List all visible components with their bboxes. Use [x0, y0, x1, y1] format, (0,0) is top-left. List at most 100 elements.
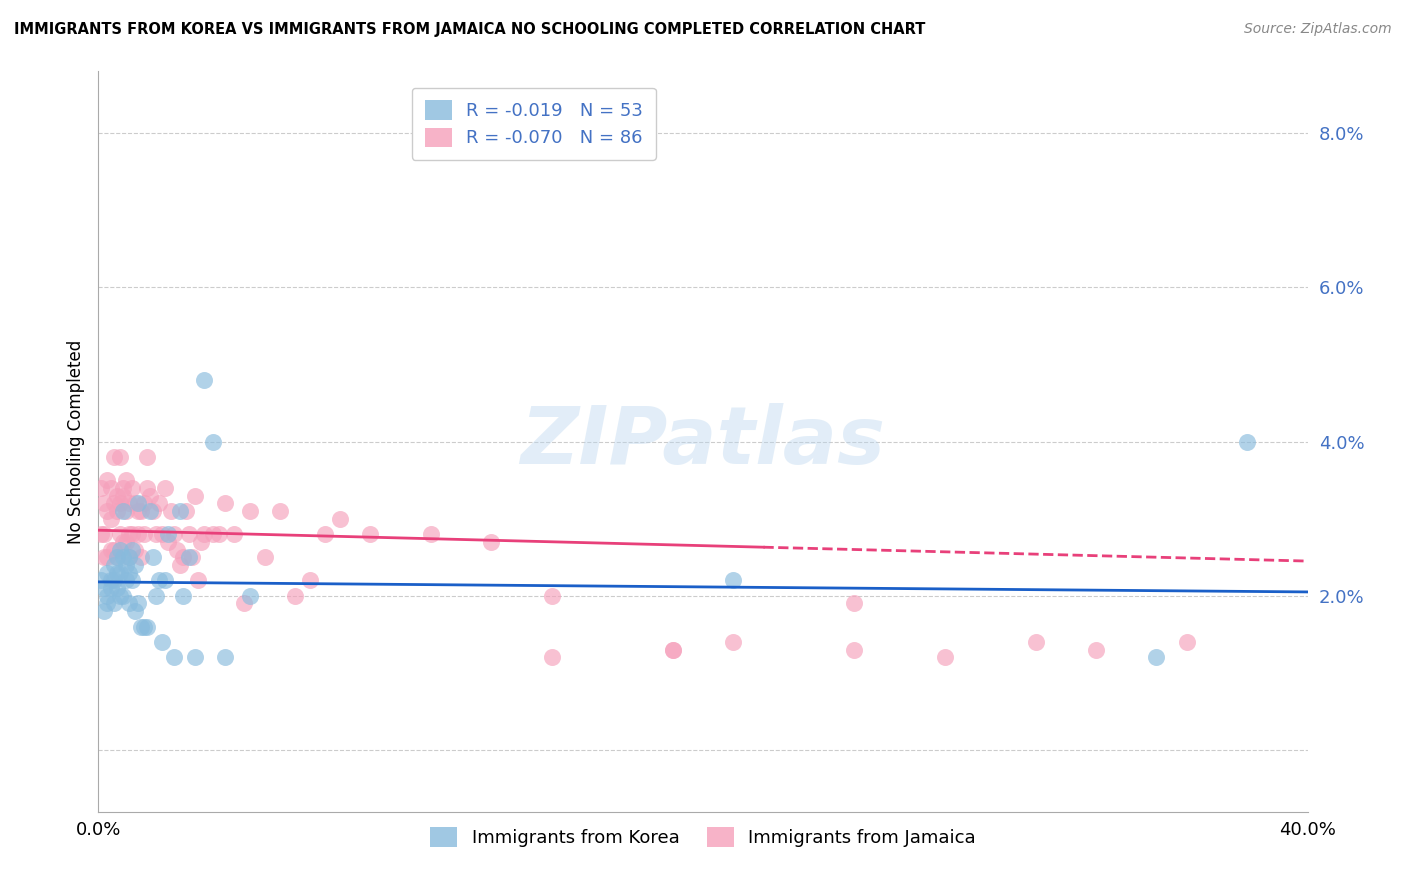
Point: [108, 527, 131, 541]
Point: [214, 650, 236, 665]
Point: [108, 589, 131, 603]
Point: [100, 511, 122, 525]
Point: [329, 511, 352, 525]
Point: [187, 574, 209, 588]
Point: [135, 450, 157, 464]
Legend: Immigrants from Korea, Immigrants from Jamaica: Immigrants from Korea, Immigrants from J…: [423, 820, 983, 855]
Point: [124, 558, 146, 572]
Point: [135, 481, 157, 495]
Point: [100, 574, 122, 588]
Point: [118, 566, 141, 580]
Point: [150, 527, 173, 541]
Point: [93, 581, 115, 595]
Point: [156, 527, 179, 541]
Point: [100, 542, 122, 557]
Point: [184, 650, 207, 665]
Point: [127, 597, 149, 611]
Point: [142, 550, 165, 565]
Point: [111, 589, 134, 603]
Point: [105, 581, 128, 595]
Point: [360, 527, 382, 541]
Point: [103, 450, 125, 464]
Point: [105, 566, 128, 580]
Point: [723, 635, 745, 649]
Point: [179, 550, 201, 565]
Point: [132, 496, 155, 510]
Point: [844, 642, 866, 657]
Point: [111, 481, 134, 495]
Point: [111, 504, 134, 518]
Point: [153, 574, 176, 588]
Point: [108, 566, 131, 580]
Point: [420, 527, 443, 541]
Point: [118, 597, 141, 611]
Point: [193, 373, 215, 387]
Point: [127, 527, 149, 541]
Point: [132, 620, 155, 634]
Point: [93, 550, 115, 565]
Point: [124, 496, 146, 510]
Point: [661, 642, 683, 657]
Point: [129, 550, 152, 565]
Point: [174, 504, 197, 518]
Point: [239, 504, 262, 518]
Point: [111, 489, 134, 503]
Point: [1144, 650, 1167, 665]
Point: [100, 481, 122, 495]
Point: [844, 597, 866, 611]
Point: [172, 589, 194, 603]
Point: [481, 534, 503, 549]
Point: [103, 496, 125, 510]
Point: [1236, 434, 1258, 449]
Point: [202, 434, 225, 449]
Point: [139, 504, 162, 518]
Point: [129, 504, 152, 518]
Point: [114, 473, 136, 487]
Point: [93, 496, 115, 510]
Point: [139, 489, 162, 503]
Point: [93, 527, 115, 541]
Point: [118, 550, 141, 565]
Point: [150, 635, 173, 649]
Point: [160, 504, 183, 518]
Point: [145, 589, 167, 603]
Point: [135, 620, 157, 634]
Point: [114, 558, 136, 572]
Point: [93, 604, 115, 618]
Point: [232, 597, 254, 611]
Point: [96, 550, 118, 565]
Text: Source: ZipAtlas.com: Source: ZipAtlas.com: [1244, 22, 1392, 37]
Point: [214, 496, 236, 510]
Point: [111, 550, 134, 565]
Point: [540, 589, 562, 603]
Point: [105, 504, 128, 518]
Point: [172, 550, 194, 565]
Point: [105, 550, 128, 565]
Point: [253, 550, 276, 565]
Point: [124, 542, 146, 557]
Point: [121, 542, 143, 557]
Point: [90, 481, 112, 495]
Point: [118, 550, 141, 565]
Point: [284, 589, 307, 603]
Point: [193, 527, 215, 541]
Point: [934, 650, 956, 665]
Point: [145, 527, 167, 541]
Point: [190, 534, 212, 549]
Point: [124, 604, 146, 618]
Point: [114, 504, 136, 518]
Point: [118, 527, 141, 541]
Point: [314, 527, 336, 541]
Point: [96, 589, 118, 603]
Point: [169, 504, 191, 518]
Point: [132, 527, 155, 541]
Point: [179, 527, 201, 541]
Point: [114, 574, 136, 588]
Point: [108, 542, 131, 557]
Text: ZIPatlas: ZIPatlas: [520, 402, 886, 481]
Point: [299, 574, 322, 588]
Point: [127, 496, 149, 510]
Point: [1024, 635, 1046, 649]
Point: [111, 534, 134, 549]
Point: [103, 574, 125, 588]
